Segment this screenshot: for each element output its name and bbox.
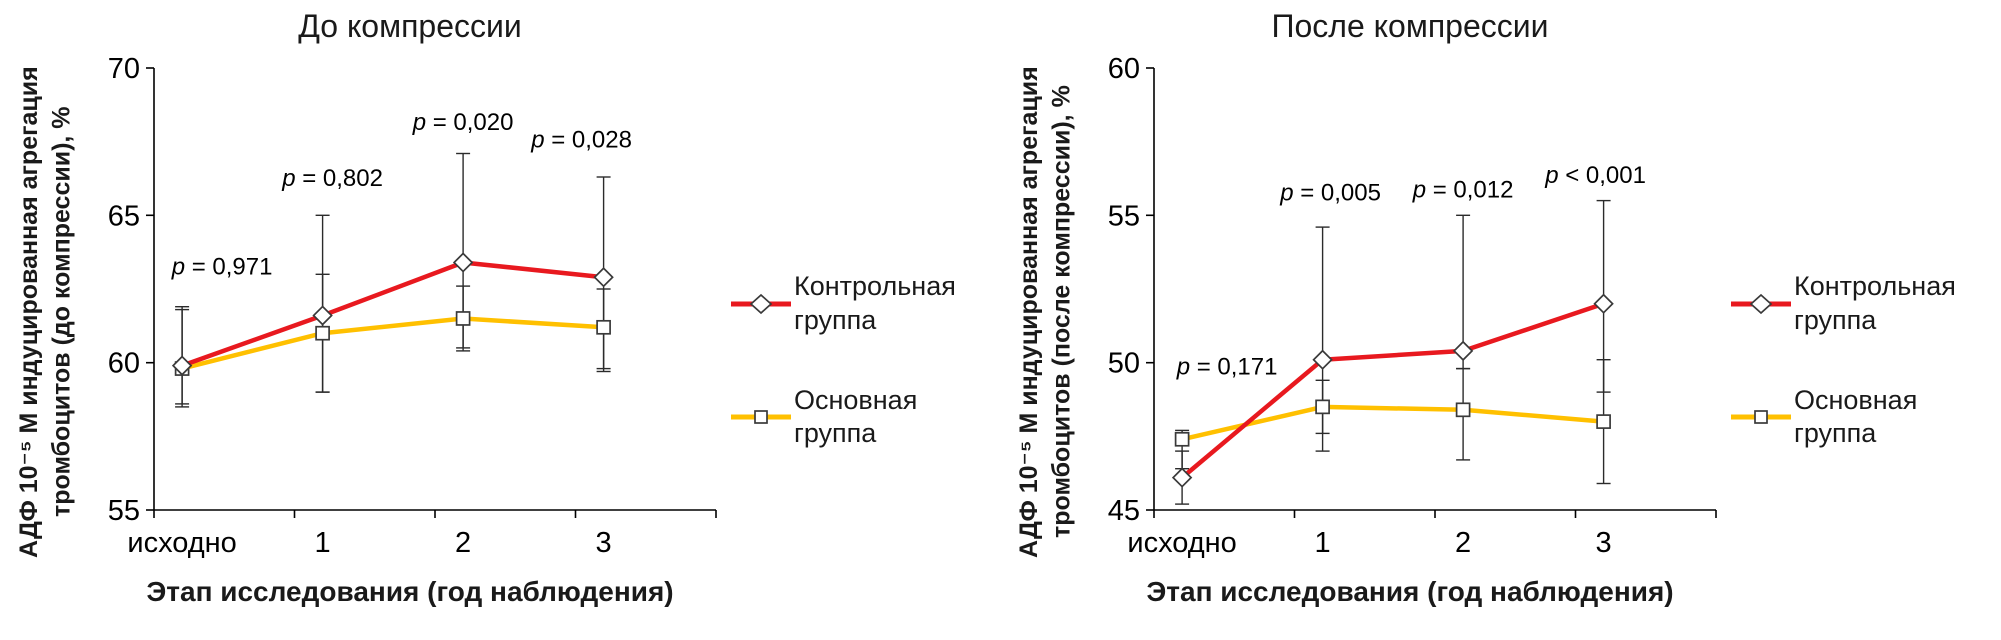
svg-text:2: 2 bbox=[1455, 527, 1471, 559]
p-value-annotations: p = 0,171 p = 0,005 p = 0,012 p < 0,001 bbox=[1176, 162, 1646, 381]
svg-text:3: 3 bbox=[596, 527, 612, 559]
legend-item-control-group: Контрольная группа bbox=[1730, 270, 1998, 338]
svg-text:p = 0,171: p = 0,171 bbox=[1176, 354, 1278, 381]
svg-text:p = 0,802: p = 0,802 bbox=[281, 165, 383, 192]
y-axis-label-col-right: АДФ 10⁻⁵ М индуцированная агрегация тром… bbox=[1000, 52, 1090, 572]
error-bars bbox=[1175, 199, 1611, 505]
chart-main-left: АДФ 10⁻⁵ М индуцированная агрегация тром… bbox=[0, 52, 1000, 572]
y-axis-label-left: АДФ 10⁻⁵ М индуцированная агрегация тром… bbox=[14, 66, 76, 558]
legend-swatch-main-line-square-icon bbox=[731, 410, 791, 425]
chart-title-left: До компрессии bbox=[298, 8, 522, 44]
chart-before-compression: До компрессии АДФ 10⁻⁵ М индуцированная … bbox=[0, 0, 1000, 640]
legend-right: Контрольная группа Основная группа bbox=[1730, 52, 1998, 572]
svg-text:исходно: исходно bbox=[127, 527, 236, 559]
svg-text:p = 0,971: p = 0,971 bbox=[171, 253, 273, 280]
svg-text:p = 0,028: p = 0,028 bbox=[530, 127, 632, 154]
svg-text:55: 55 bbox=[1108, 200, 1140, 232]
legend-swatch-main-line-square-icon bbox=[1731, 410, 1791, 425]
svg-text:2: 2 bbox=[455, 527, 471, 559]
svg-text:60: 60 bbox=[108, 348, 140, 380]
series-0 bbox=[171, 252, 614, 376]
series-0 bbox=[1171, 293, 1614, 488]
legend-swatch-control-line-diamond-icon bbox=[1731, 293, 1791, 314]
svg-text:45: 45 bbox=[1108, 495, 1140, 527]
legend-left: Контрольная группа Основная группа bbox=[730, 52, 998, 572]
svg-text:1: 1 bbox=[1315, 527, 1331, 559]
series-1 bbox=[1174, 399, 1611, 447]
svg-text:p < 0,001: p < 0,001 bbox=[1544, 162, 1646, 189]
legend-item-main-group: Основная группа bbox=[1730, 384, 1998, 452]
svg-text:1: 1 bbox=[315, 527, 331, 559]
svg-text:65: 65 bbox=[108, 200, 140, 232]
chart-title-right: После компрессии bbox=[1271, 8, 1549, 44]
legend-item-main-group: Основная группа bbox=[730, 384, 998, 452]
chart-main-right: АДФ 10⁻⁵ М индуцированная агрегация тром… bbox=[1000, 52, 2000, 572]
axes: 45 50 55 60 исходно 1 2 3 bbox=[1108, 53, 1717, 559]
legend-label-main: Основная группа bbox=[1794, 384, 1918, 449]
svg-text:55: 55 bbox=[108, 495, 140, 527]
chart-after-compression: После компрессии АДФ 10⁻⁵ М индуцированн… bbox=[1000, 0, 2000, 640]
svg-text:60: 60 bbox=[1108, 53, 1140, 85]
legend-item-control-group: Контрольная группа bbox=[730, 270, 998, 338]
svg-text:70: 70 bbox=[108, 53, 140, 85]
y-axis-label-right: АДФ 10⁻⁵ М индуцированная агрегация тром… bbox=[1014, 66, 1076, 558]
p-value-annotations: p = 0,971 p = 0,802 p = 0,020 p = 0,028 bbox=[171, 109, 632, 280]
svg-text:3: 3 bbox=[1596, 527, 1612, 559]
y-axis-label-col-left: АДФ 10⁻⁵ М индуцированная агрегация тром… bbox=[0, 52, 90, 572]
svg-text:исходно: исходно bbox=[1127, 527, 1236, 559]
legend-label-main: Основная группа bbox=[794, 384, 918, 449]
svg-text:p = 0,020: p = 0,020 bbox=[412, 109, 514, 136]
x-axis-label-right: Этап исследования (год наблюдения) bbox=[1146, 576, 1674, 607]
legend-swatch-control-line-diamond-icon bbox=[731, 293, 791, 314]
legend-label-control: Контрольная группа bbox=[794, 271, 956, 335]
x-axis-label-left: Этап исследования (год наблюдения) bbox=[146, 576, 674, 607]
legend-label-control: Контрольная группа bbox=[1794, 271, 1956, 335]
axes: 55 60 65 70 исходно 1 2 3 bbox=[108, 53, 717, 559]
svg-text:p = 0,005: p = 0,005 bbox=[1279, 180, 1381, 207]
svg-text:p = 0,012: p = 0,012 bbox=[1412, 177, 1514, 204]
svg-text:50: 50 bbox=[1108, 348, 1140, 380]
